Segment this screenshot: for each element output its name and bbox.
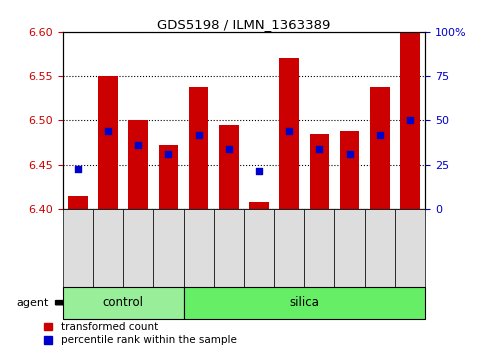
Point (195, 132, 202, 138)
Bar (400, 32, 420, 209)
Point (285, 128, 293, 134)
Bar (158, 145, 178, 209)
Point (376, 132, 384, 138)
Text: GSM665770: GSM665770 (284, 213, 294, 268)
Point (406, 118, 414, 123)
Text: GSM665775: GSM665775 (315, 213, 324, 268)
Text: GSM665771: GSM665771 (103, 213, 113, 268)
Bar (249, 202, 269, 209)
Title: GDS5198 / ILMN_1363389: GDS5198 / ILMN_1363389 (157, 18, 330, 31)
Text: GSM665769: GSM665769 (255, 213, 264, 268)
Point (134, 142, 142, 148)
Bar (68, 195, 88, 209)
Legend: transformed count, percentile rank within the sample: transformed count, percentile rank withi… (44, 322, 236, 345)
Bar (219, 125, 239, 209)
Text: control: control (103, 296, 143, 309)
Point (225, 146, 233, 152)
FancyArrow shape (56, 299, 77, 307)
Text: GSM665785: GSM665785 (345, 213, 354, 268)
Text: GSM665774: GSM665774 (134, 213, 143, 268)
Text: GSM665793: GSM665793 (405, 213, 414, 268)
Text: GSM665761: GSM665761 (73, 213, 83, 268)
Point (346, 151, 354, 157)
Point (315, 146, 323, 152)
Text: silica: silica (289, 296, 319, 309)
Text: GSM665792: GSM665792 (375, 213, 384, 268)
Bar (128, 120, 148, 209)
Text: GSM665754: GSM665754 (224, 213, 233, 268)
Text: GSM665750: GSM665750 (194, 213, 203, 268)
Point (74, 166, 82, 172)
Bar (98, 76, 118, 209)
Point (104, 128, 112, 134)
Bar (189, 87, 209, 209)
Bar (340, 131, 359, 209)
Text: agent: agent (16, 298, 48, 308)
Bar (279, 58, 299, 209)
Text: GSM665788: GSM665788 (164, 213, 173, 268)
Point (255, 168, 263, 174)
Bar (370, 87, 390, 209)
Bar (310, 133, 329, 209)
Point (165, 151, 172, 157)
